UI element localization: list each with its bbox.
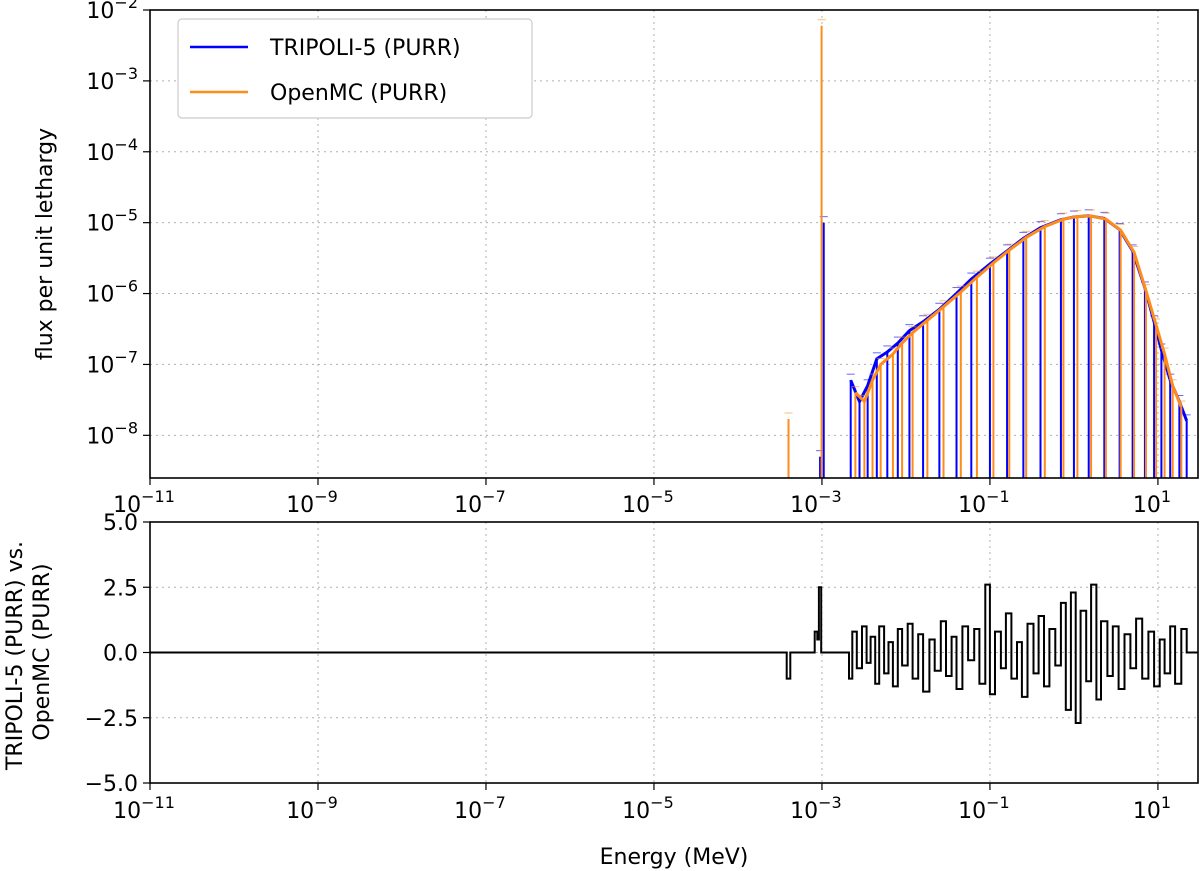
comparison-curve bbox=[150, 583, 1198, 724]
bottom-y-axis-label-line1: TRIPOLI-5 (PURR) vs. bbox=[3, 541, 28, 771]
top-series bbox=[784, 19, 1191, 478]
top-x-tick-label: 10−11 bbox=[113, 487, 175, 518]
bottom-x-tick-label: 10−11 bbox=[113, 793, 175, 824]
top-y-tick-label: 10−4 bbox=[86, 135, 138, 166]
bottom-x-ticks: 10−11 10−9 10−7 10−5 10−3 10−1 101 bbox=[113, 783, 1171, 824]
flux-curve bbox=[854, 214, 1183, 408]
x-axis-label: Energy (MeV) bbox=[600, 845, 749, 870]
top-y-tick-label: 10−8 bbox=[86, 418, 138, 449]
comparison-panel: 10−11 10−9 10−7 10−5 10−3 10−1 101 −5.0 −2.5 0.0… bbox=[3, 511, 1199, 870]
top-y-tick-label: 10−3 bbox=[86, 64, 138, 95]
bottom-y-tick-label: 5.0 bbox=[103, 511, 138, 536]
top-x-tick-label: 10−7 bbox=[454, 487, 506, 518]
bottom-x-tick-label: 10−3 bbox=[790, 793, 842, 824]
top-x-tick-label: 101 bbox=[1133, 487, 1171, 518]
bottom-y-tick-label: −2.5 bbox=[85, 707, 138, 732]
top-x-tick-label: 10−5 bbox=[622, 487, 674, 518]
bottom-series bbox=[150, 583, 1198, 724]
top-x-tick-label: 10−1 bbox=[958, 487, 1010, 518]
top-x-tick-label: 10−9 bbox=[286, 487, 338, 518]
legend-label-openmc: OpenMC (PURR) bbox=[270, 81, 447, 106]
bottom-y-tick-label: 2.5 bbox=[103, 576, 138, 601]
bottom-y-tick-label: 0.0 bbox=[103, 642, 138, 667]
legend: TRIPOLI-5 (PURR) OpenMC (PURR) bbox=[177, 18, 533, 119]
bottom-y-tick-label: −5.0 bbox=[85, 772, 138, 797]
top-y-ticks: 10−8 10−7 10−6 10−5 10−4 10−3 10−2 bbox=[86, 0, 150, 449]
bottom-y-axis-label: TRIPOLI-5 (PURR) vs. OpenMC (PURR) bbox=[3, 534, 55, 771]
top-y-tick-label: 10−6 bbox=[86, 277, 138, 308]
bottom-y-axis-label-line2: OpenMC (PURR) bbox=[30, 563, 55, 740]
top-x-ticks: 10−11 10−9 10−7 10−5 10−3 10−1 101 bbox=[113, 478, 1171, 518]
bottom-x-tick-label: 10−1 bbox=[958, 793, 1010, 824]
bottom-x-tick-label: 10−5 bbox=[622, 793, 674, 824]
top-y-axis-label: flux per unit lethargy bbox=[33, 128, 58, 360]
top-y-tick-label: 10−7 bbox=[86, 347, 138, 378]
series-openmc bbox=[784, 19, 1186, 478]
flux-spectrum-panel: 10−11 10−9 10−7 10−5 10−3 10−1 101 10−810−710−… bbox=[33, 0, 1199, 518]
top-plot-frame bbox=[149, 9, 1199, 479]
legend-label-tripoli: TRIPOLI-5 (PURR) bbox=[269, 36, 461, 61]
bottom-y-ticks: −5.0 −2.5 0.0 2.5 5.0 bbox=[85, 511, 150, 797]
top-y-tick-label: 10−2 bbox=[86, 0, 138, 24]
legend-box bbox=[177, 18, 533, 119]
bottom-x-tick-label: 101 bbox=[1133, 793, 1171, 824]
top-y-tick-label: 10−5 bbox=[86, 206, 138, 237]
bottom-x-tick-label: 10−9 bbox=[286, 793, 338, 824]
top-x-tick-label: 10−3 bbox=[790, 487, 842, 518]
bottom-x-tick-label: 10−7 bbox=[454, 793, 506, 824]
